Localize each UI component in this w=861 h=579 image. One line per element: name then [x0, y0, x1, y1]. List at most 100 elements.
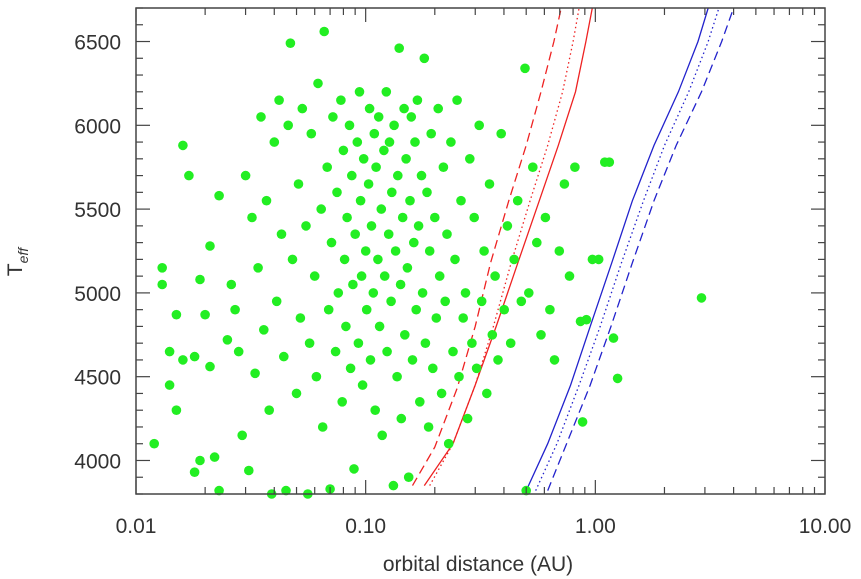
data-point [250, 368, 260, 379]
data-point [368, 288, 379, 298]
data-point [424, 246, 435, 256]
data-point [462, 413, 473, 424]
data-point [366, 221, 377, 231]
data-point [353, 338, 364, 349]
data-point [332, 187, 342, 198]
data-point [311, 371, 322, 382]
data-point [484, 179, 495, 189]
y-axis-label-main: T [4, 263, 27, 276]
data-point [189, 351, 200, 362]
data-point [593, 254, 604, 265]
data-point [456, 195, 466, 206]
model-curve-4 [525, 7, 709, 491]
model-curve-1 [411, 7, 562, 486]
model-curves [411, 7, 735, 491]
data-point [387, 187, 397, 198]
data-point [352, 137, 363, 147]
data-point [178, 140, 188, 151]
data-point [454, 371, 464, 382]
data-point [406, 112, 417, 122]
data-point [493, 355, 503, 365]
y-tick-label: 6500 [74, 32, 121, 55]
data-point [559, 179, 570, 189]
data-point [436, 388, 447, 399]
data-point [344, 120, 355, 131]
data-point [336, 95, 346, 105]
data-point [171, 309, 182, 320]
data-point [339, 254, 350, 265]
data-point [438, 162, 449, 172]
data-point [442, 229, 452, 239]
model-curve-2 [429, 7, 580, 486]
data-point [471, 363, 482, 374]
data-point [433, 103, 444, 114]
data-point [422, 187, 432, 198]
data-point [448, 346, 458, 357]
data-point [348, 279, 358, 290]
data-point [474, 120, 485, 131]
data-point [400, 330, 410, 340]
data-point [499, 304, 510, 315]
data-point [178, 355, 188, 365]
data-point [209, 452, 220, 462]
data-point [392, 371, 402, 382]
data-points [149, 26, 707, 499]
data-point [409, 237, 419, 248]
data-point [612, 373, 623, 384]
data-point [345, 363, 356, 374]
data-point [295, 313, 306, 323]
data-point [412, 95, 423, 105]
data-point [395, 279, 406, 290]
data-point [524, 288, 534, 298]
data-point [276, 229, 287, 239]
data-point [381, 87, 392, 97]
y-axis-label-sub: eff [15, 246, 31, 264]
data-point [545, 304, 555, 315]
data-point [274, 95, 284, 105]
data-point [379, 145, 389, 156]
data-point [363, 179, 374, 189]
data-point [244, 465, 254, 476]
data-point [264, 405, 275, 416]
data-point [347, 170, 357, 181]
data-point [431, 313, 442, 323]
data-point [417, 288, 428, 298]
y-axis-label: Teff [4, 246, 31, 277]
axis-ticks [135, 7, 826, 495]
data-point [407, 355, 418, 365]
data-point [426, 128, 437, 139]
data-point [577, 417, 588, 427]
data-point [373, 254, 383, 265]
data-point [376, 204, 387, 214]
data-point [419, 53, 430, 64]
data-point [490, 271, 500, 281]
tick-labels: 0.01 0.10 1.00 10.00 4000 4500 5000 5500 6000 650… [74, 32, 851, 538]
data-point [384, 137, 395, 147]
data-point [164, 380, 175, 390]
data-point [505, 338, 516, 349]
data-point [253, 263, 263, 273]
data-point [460, 288, 471, 298]
data-point [200, 309, 210, 320]
data-point [338, 145, 349, 156]
data-point [608, 333, 619, 343]
data-point [309, 271, 320, 281]
y-tick-label: 6000 [74, 115, 121, 138]
data-point [287, 254, 298, 265]
data-point [377, 430, 388, 441]
data-point [222, 335, 233, 345]
data-point [399, 103, 409, 114]
data-point [269, 137, 280, 147]
data-point [403, 472, 414, 483]
data-point [328, 112, 338, 122]
data-point [322, 162, 333, 172]
data-point [247, 212, 257, 223]
x-axis-label: orbital distance (AU) [383, 553, 573, 576]
data-point [240, 170, 251, 181]
data-point [405, 195, 415, 206]
data-point [355, 195, 366, 206]
data-point [570, 162, 580, 172]
data-point [358, 154, 369, 164]
data-point [382, 346, 392, 357]
